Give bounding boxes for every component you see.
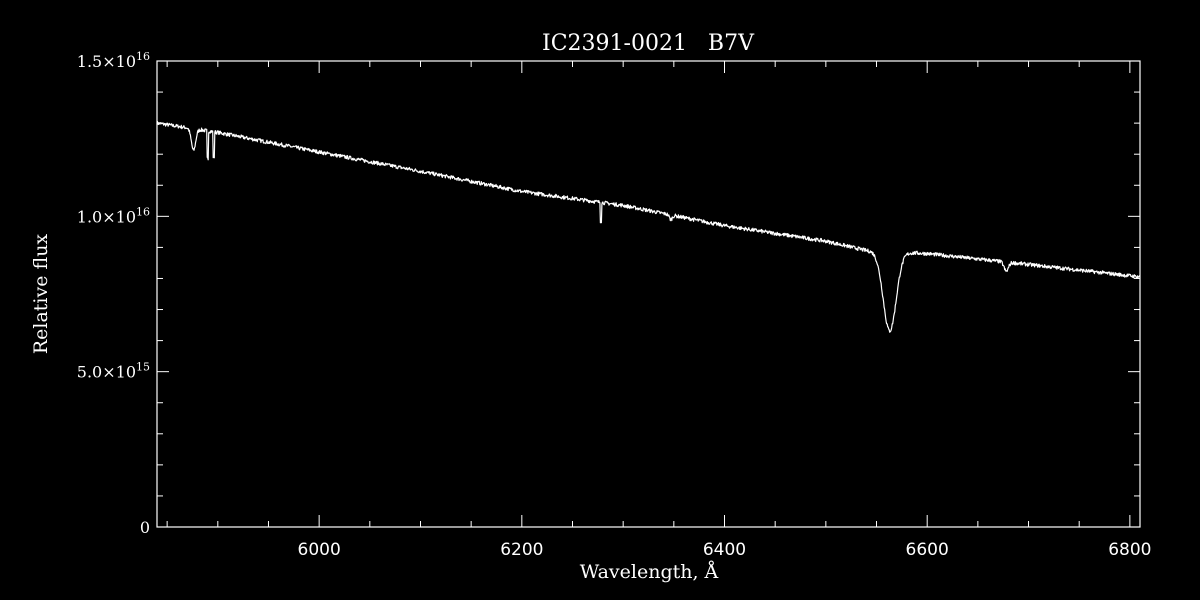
spectrum-line	[156, 121, 1141, 333]
y-tick-label: 1.0×1016	[77, 205, 150, 226]
x-tick-labels: 6000 6200 6400 6600 6800	[298, 540, 1152, 560]
y-tick-labels: 0 5.0×1015 1.0×1016 1.5×1016	[77, 50, 150, 537]
plot-frame	[156, 60, 1141, 528]
x-tick-label: 6400	[703, 540, 746, 560]
x-tick-label: 6800	[1108, 540, 1151, 560]
x-tick-label: 6600	[906, 540, 949, 560]
y-tick-label: 0	[140, 518, 150, 537]
axis-ticks	[157, 60, 1140, 528]
x-axis-label: Wavelength, Å	[580, 561, 719, 583]
y-axis-label: Relative flux	[30, 234, 52, 355]
chart-title: IC2391-0021 B7V	[542, 31, 755, 56]
y-tick-label: 5.0×1015	[77, 361, 150, 382]
x-tick-label: 6000	[298, 540, 341, 560]
x-tick-label: 6200	[500, 540, 543, 560]
y-tick-label: 1.5×1016	[77, 50, 150, 71]
